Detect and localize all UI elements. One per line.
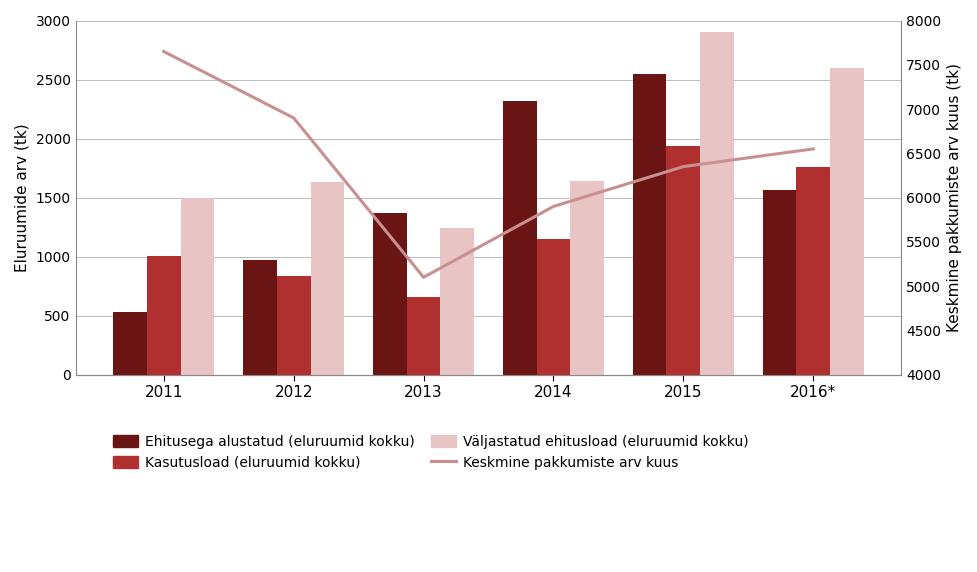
Bar bbox=[243, 260, 276, 375]
Bar bbox=[181, 197, 214, 375]
Bar bbox=[113, 312, 147, 375]
Bar bbox=[666, 146, 701, 375]
Line: Keskmine pakkumiste arv kuus: Keskmine pakkumiste arv kuus bbox=[164, 51, 813, 277]
Bar bbox=[503, 101, 536, 375]
Bar bbox=[311, 182, 344, 375]
Bar bbox=[536, 239, 571, 375]
Bar bbox=[441, 228, 474, 375]
Bar bbox=[633, 74, 666, 375]
Keskmine pakkumiste arv kuus bbox=[807, 145, 819, 152]
Bar bbox=[406, 297, 441, 375]
Y-axis label: Eluruumide arv (tk): Eluruumide arv (tk) bbox=[15, 124, 30, 272]
Keskmine pakkumiste arv kuus bbox=[288, 114, 300, 121]
Keskmine pakkumiste arv kuus bbox=[547, 203, 559, 210]
Bar bbox=[830, 67, 864, 375]
Y-axis label: Keskmine pakkumiste arv kuus (tk): Keskmine pakkumiste arv kuus (tk) bbox=[947, 63, 962, 332]
Bar bbox=[147, 256, 181, 375]
Bar bbox=[276, 276, 311, 375]
Bar bbox=[796, 168, 830, 375]
Keskmine pakkumiste arv kuus bbox=[158, 48, 170, 55]
Bar bbox=[701, 32, 734, 375]
Bar bbox=[763, 190, 796, 375]
Bar bbox=[571, 181, 604, 375]
Legend: Ehitusega alustatud (eluruumid kokku), Kasutusload (eluruumid kokku), Väljastatu: Ehitusega alustatud (eluruumid kokku), K… bbox=[112, 435, 748, 470]
Keskmine pakkumiste arv kuus bbox=[418, 274, 430, 281]
Bar bbox=[373, 213, 406, 375]
Keskmine pakkumiste arv kuus bbox=[677, 163, 689, 170]
